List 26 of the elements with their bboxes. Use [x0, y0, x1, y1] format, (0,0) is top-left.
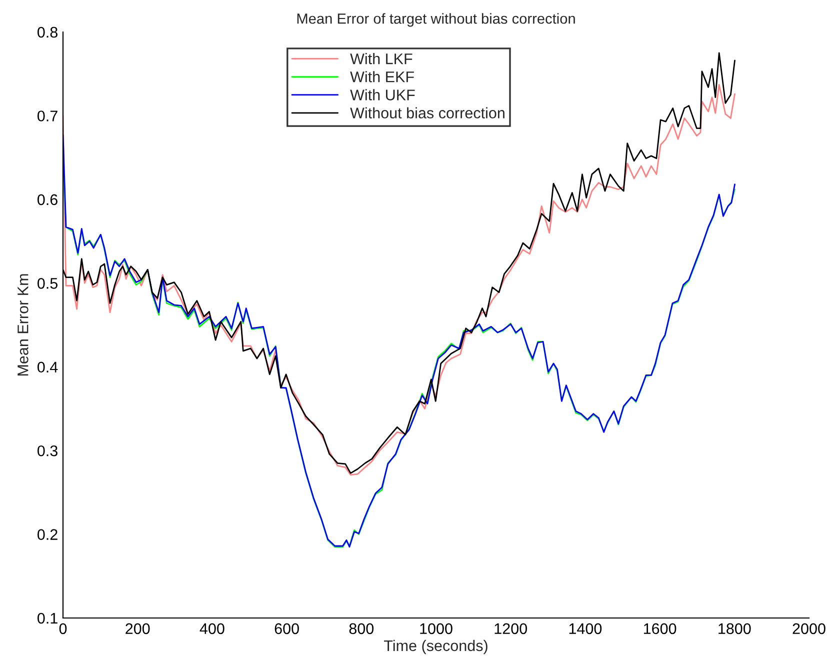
x-tick-label: 600 — [274, 623, 299, 634]
y-tick-label: 0.1 — [38, 612, 58, 624]
x-tick-label: 0 — [59, 623, 67, 634]
x-tick-label: 1200 — [494, 623, 527, 634]
y-tick-label: 0.2 — [38, 529, 58, 540]
legend-label: With UKF — [350, 89, 415, 100]
y-tick-label: 0.3 — [38, 445, 58, 456]
x-tick-label: 800 — [349, 623, 374, 634]
x-tick-label: 1600 — [644, 623, 676, 634]
legend-label: With LKF — [350, 53, 412, 64]
legend-label: Without bias correction — [350, 107, 504, 118]
y-tick-label: 0.8 — [38, 26, 58, 38]
x-tick-label: 2000 — [792, 623, 826, 634]
x-axis-title: Time (seconds) — [384, 640, 488, 654]
y-tick-label: 0.7 — [38, 110, 58, 122]
y-axis-title: Mean Error Km — [18, 274, 28, 376]
y-tick-label: 0.6 — [38, 194, 58, 206]
x-tick-label: 400 — [200, 623, 224, 634]
x-tick-label: 1400 — [569, 623, 602, 634]
legend-label: With EKF — [350, 71, 414, 82]
y-tick-label: 0.4 — [38, 362, 58, 373]
x-tick-label: 200 — [126, 623, 150, 634]
x-tick-label: 1000 — [420, 623, 452, 634]
chart-title: Mean Error of target without bias correction — [297, 13, 575, 27]
y-tick-label: 0.5 — [38, 278, 58, 289]
x-tick-label: 1800 — [718, 623, 751, 634]
